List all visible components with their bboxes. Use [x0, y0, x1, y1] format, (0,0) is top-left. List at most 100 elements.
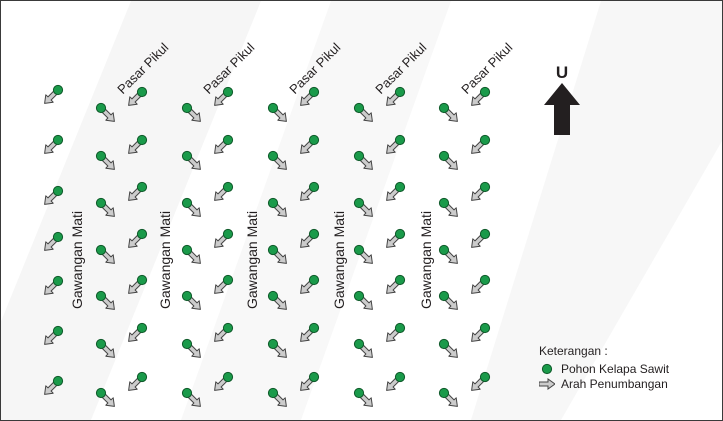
- palm-tree-col3a-row5: [267, 338, 287, 358]
- legend-tree-label: Pohon Kelapa Sawit: [561, 361, 670, 376]
- palm-tree-col2a-row6: [181, 387, 201, 407]
- palm-tree-col5a-row2: [438, 197, 458, 217]
- palm-tree-icon: [52, 375, 64, 387]
- palm-tree-icon: [353, 290, 365, 302]
- palm-tree-col3b-row3: [300, 228, 320, 248]
- palm-tree-col2b-row6: [214, 371, 234, 391]
- palm-tree-icon: [353, 387, 365, 399]
- palm-tree-icon: [95, 102, 107, 114]
- palm-tree-icon: [479, 371, 491, 383]
- palm-tree-col5a-row5: [438, 338, 458, 358]
- palm-tree-col3b-row1: [300, 134, 320, 154]
- palm-tree-icon: [438, 244, 450, 256]
- palm-tree-icon: [181, 150, 193, 162]
- palm-tree-icon: [308, 274, 320, 286]
- palm-tree-col5b-row4: [471, 274, 491, 294]
- palm-tree-col5b-row6: [471, 371, 491, 391]
- palm-tree-col4b-row3: [386, 228, 406, 248]
- palm-tree-col2a-row4: [181, 290, 201, 310]
- palm-tree-icon: [267, 244, 279, 256]
- palm-tree-col5b-row1: [471, 134, 491, 154]
- palm-tree-icon: [438, 197, 450, 209]
- palm-tree-col2b-row2: [214, 181, 234, 201]
- palm-tree-icon: [394, 371, 406, 383]
- palm-tree-col2b-row5: [214, 322, 234, 342]
- palm-tree-icon: [52, 231, 64, 243]
- palm-tree-icon: [181, 387, 193, 399]
- palm-tree-icon: [267, 290, 279, 302]
- palm-tree-col0-row1: [44, 134, 64, 154]
- palm-tree-col1a-row1: [95, 150, 115, 170]
- palm-tree-icon: [95, 150, 107, 162]
- palm-tree-icon: [95, 244, 107, 256]
- palm-tree-col0-row5: [44, 325, 64, 345]
- palm-tree-icon: [394, 274, 406, 286]
- tree-icon: [541, 363, 553, 374]
- palm-tree-col2b-row0: [214, 86, 234, 106]
- palm-tree-col3a-row0: [267, 102, 287, 122]
- palm-tree-icon: [308, 181, 320, 193]
- palm-tree-col3b-row0: [300, 86, 320, 106]
- palm-tree-col2a-row0: [181, 102, 201, 122]
- palm-tree-col5a-row6: [438, 387, 458, 407]
- palm-tree-icon: [95, 290, 107, 302]
- palm-tree-col5a-row3: [438, 244, 458, 264]
- palm-tree-col5a-row0: [438, 102, 458, 122]
- palm-tree-icon: [181, 197, 193, 209]
- palm-tree-icon: [308, 86, 320, 98]
- legend-title: Keterangan :: [539, 344, 608, 358]
- legend: Keterangan : Pohon Kelapa Sawit Arah Pen…: [539, 344, 669, 391]
- palm-tree-col3a-row3: [267, 244, 287, 264]
- palm-tree-icon: [438, 150, 450, 162]
- palm-tree-col5b-row0: [471, 86, 491, 106]
- palm-tree-col5b-row3: [471, 228, 491, 248]
- palm-tree-icon: [95, 338, 107, 350]
- palm-tree-icon: [222, 134, 234, 146]
- legend-item-arrow: Arah Penumbangan: [539, 376, 669, 391]
- palm-tree-col2b-row1: [214, 134, 234, 154]
- palm-tree-icon: [353, 102, 365, 114]
- palm-tree-icon: [136, 86, 148, 98]
- palm-tree-icon: [353, 197, 365, 209]
- palm-tree-col1a-row0: [95, 102, 115, 122]
- palm-tree-icon: [353, 338, 365, 350]
- palm-tree-col3a-row1: [267, 150, 287, 170]
- palm-tree-icon: [267, 150, 279, 162]
- palm-tree-icon: [479, 86, 491, 98]
- palm-tree-icon: [394, 86, 406, 98]
- palm-tree-col2a-row2: [181, 197, 201, 217]
- palm-tree-col5a-row4: [438, 290, 458, 310]
- palm-tree-icon: [479, 228, 491, 240]
- palm-tree-col5b-row2: [471, 181, 491, 201]
- palm-tree-col4a-row4: [353, 290, 373, 310]
- palm-tree-col1b-row3: [128, 228, 148, 248]
- palm-tree-col3b-row6: [300, 371, 320, 391]
- palm-tree-icon: [267, 387, 279, 399]
- palm-tree-col5a-row1: [438, 150, 458, 170]
- palm-tree-col4b-row6: [386, 371, 406, 391]
- palm-tree-icon: [267, 338, 279, 350]
- palm-tree-icon: [222, 181, 234, 193]
- palm-tree-icon: [353, 244, 365, 256]
- palm-tree-col4a-row2: [353, 197, 373, 217]
- palm-tree-icon: [52, 84, 64, 96]
- north-indicator: U: [544, 63, 580, 135]
- palm-tree-icon: [479, 134, 491, 146]
- palm-tree-icon: [438, 102, 450, 114]
- palm-tree-icon: [222, 228, 234, 240]
- palm-tree-col1a-row3: [95, 244, 115, 264]
- palm-tree-col2a-row5: [181, 338, 201, 358]
- palm-tree-col4b-row2: [386, 181, 406, 201]
- palm-tree-col0-row4: [44, 275, 64, 295]
- palm-tree-icon: [136, 134, 148, 146]
- palm-tree-col3a-row2: [267, 197, 287, 217]
- palm-tree-col0-row2: [44, 185, 64, 205]
- palm-tree-col3a-row6: [267, 387, 287, 407]
- palm-tree-icon: [222, 86, 234, 98]
- palm-tree-icon: [394, 228, 406, 240]
- palm-tree-icon: [181, 102, 193, 114]
- palm-tree-col2b-row4: [214, 274, 234, 294]
- palm-tree-icon: [52, 134, 64, 146]
- palm-tree-icon: [438, 338, 450, 350]
- palm-tree-col5b-row5: [471, 322, 491, 342]
